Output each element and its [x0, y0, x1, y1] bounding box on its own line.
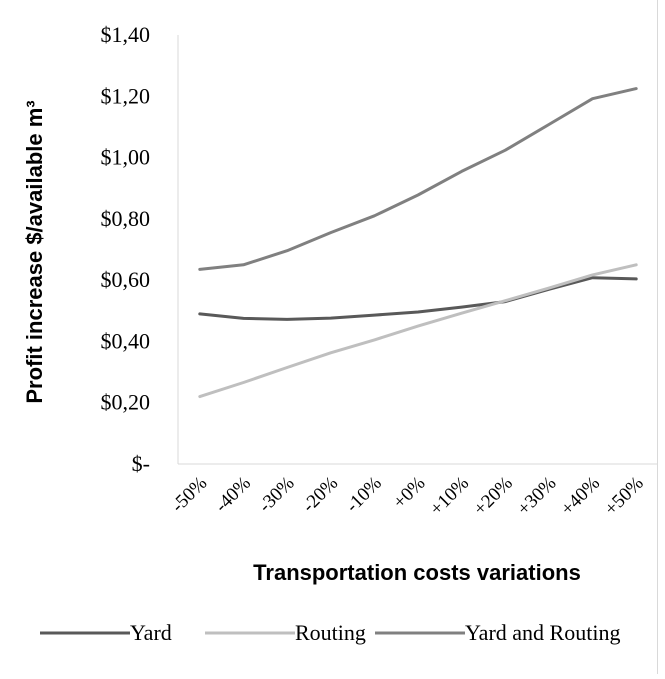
- x-tick-label: -40%: [211, 473, 255, 517]
- series-lines: [198, 87, 638, 399]
- x-tick-label: +10%: [426, 473, 473, 520]
- x-tick-label: -20%: [298, 473, 342, 517]
- x-tick-label: +0%: [389, 473, 429, 513]
- x-tick-label: +20%: [470, 473, 517, 520]
- x-tick-label: +50%: [601, 473, 648, 520]
- y-tick-label: $0,20: [101, 390, 151, 415]
- y-tick-labels: $- $0,20 $0,40 $0,60 $0,80 $1,00 $1,20 $1,40: [101, 22, 151, 476]
- legend-label-yard-and-routing: Yard and Routing: [465, 620, 620, 645]
- series-line-yard-and-routing: [198, 87, 638, 271]
- y-tick-label: $0,40: [101, 328, 151, 353]
- x-tick-label: +30%: [513, 473, 560, 520]
- y-tick-label: $1,40: [101, 22, 151, 47]
- series-line-routing: [198, 263, 638, 399]
- legend-label-routing: Routing: [295, 620, 366, 645]
- legend-label-yard: Yard: [130, 620, 172, 645]
- y-tick-label: $1,20: [101, 83, 151, 108]
- y-tick-label: $0,60: [101, 267, 151, 292]
- x-tick-labels: -50% -40% -30% -20% -10% +0%+10%+20%+30%+40%+…: [167, 473, 647, 520]
- y-tick-label: $1,00: [101, 145, 151, 170]
- y-tick-label: $0,80: [101, 206, 151, 231]
- x-tick-label: -30%: [255, 473, 299, 517]
- legend: Yard Routing Yard and Routing: [40, 620, 620, 645]
- x-tick-label: -50%: [167, 473, 211, 517]
- x-axis-title: Transportation costs variations: [253, 560, 581, 585]
- y-axis-title: Profit increase $/available m³: [22, 100, 47, 403]
- y-tick-label: $-: [132, 451, 150, 476]
- x-tick-label: +40%: [557, 473, 604, 520]
- x-tick-label: -10%: [342, 473, 386, 517]
- series-line-yard: [198, 276, 638, 321]
